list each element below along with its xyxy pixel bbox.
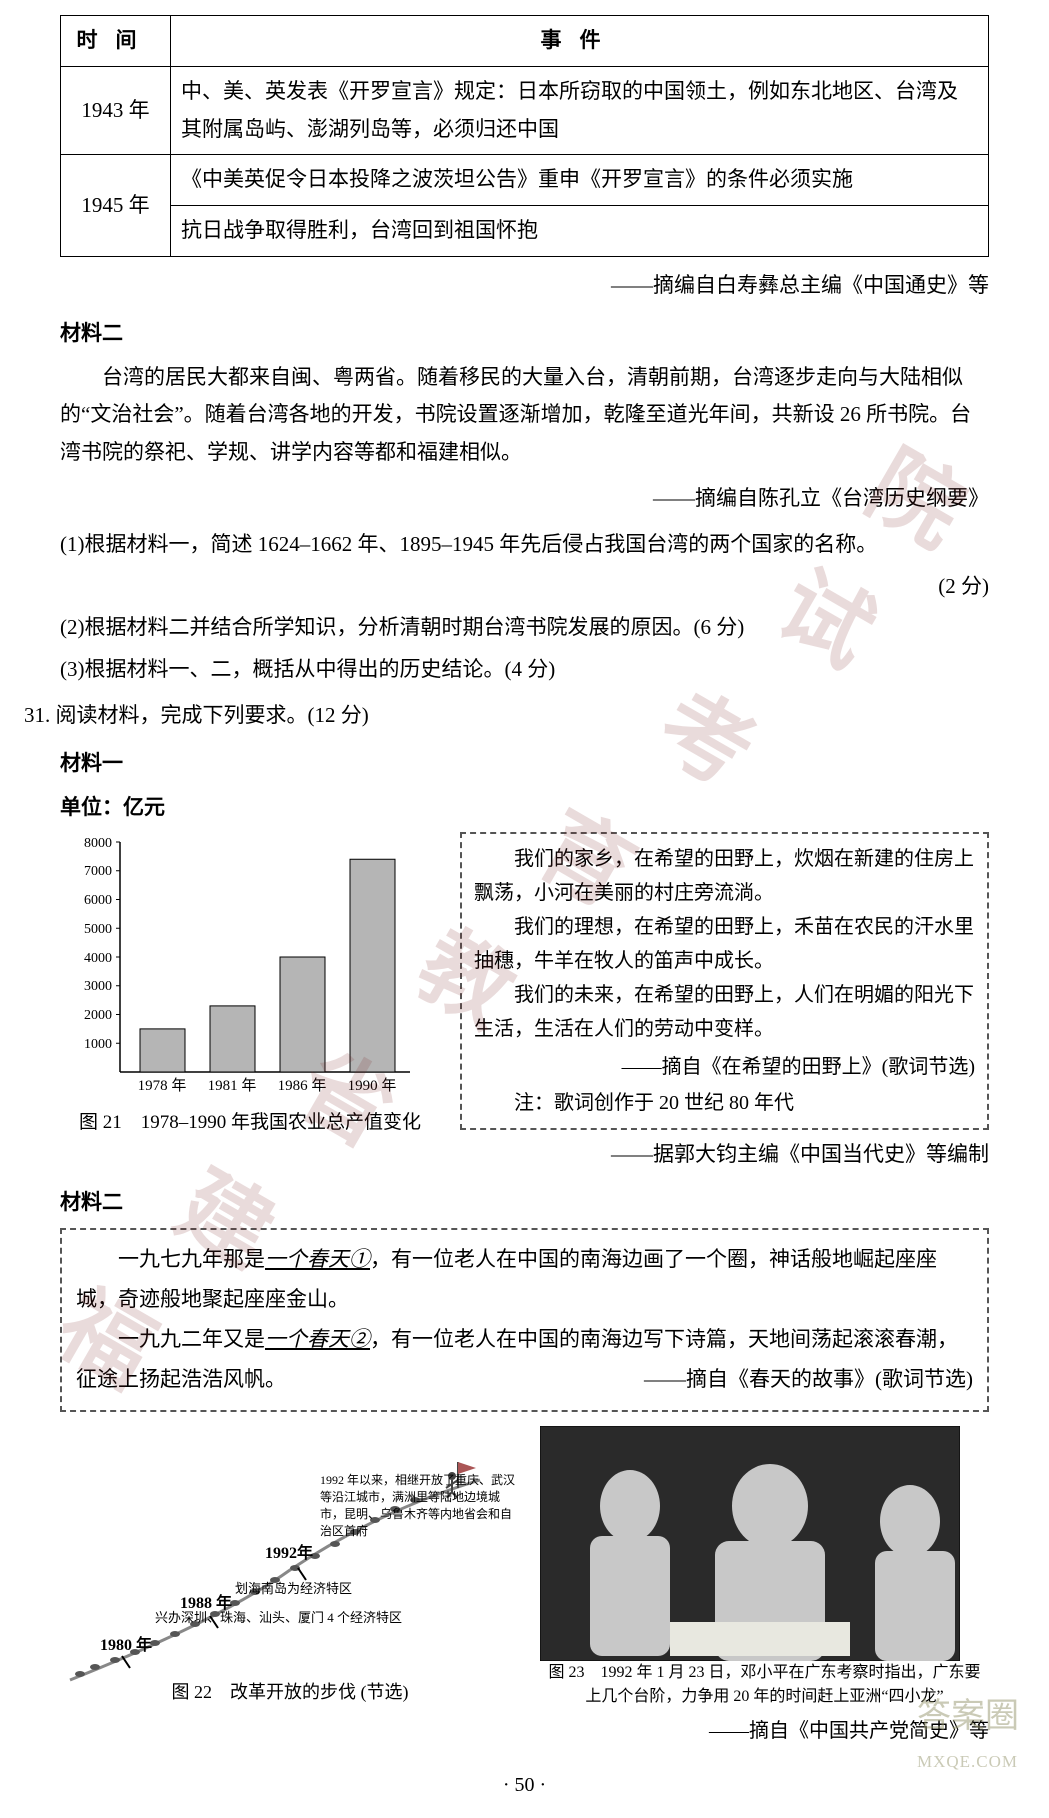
td-year-1945: 1945 年: [61, 155, 171, 257]
map-y1980: 1980 年: [100, 1635, 152, 1654]
story-box: 一九七九年那是一个春天①，有一位老人在中国的南海边画了一个圈，神话般地崛起座座城…: [60, 1228, 989, 1412]
ytick-3000: 3000: [84, 979, 112, 994]
material2-label: 材料二: [60, 315, 989, 353]
photo-caption-b: 上几个台阶，力争用 20 年的时间赶上亚洲“四小龙”: [540, 1685, 989, 1709]
material2b-label: 材料二: [60, 1184, 989, 1222]
ytick-2000: 2000: [84, 1008, 112, 1023]
chart-unit: 单位：亿元: [60, 789, 989, 827]
lyrics1-line3: 我们的未来，在希望的田野上，人们在明媚的阳光下生活，生活在人们的劳动中变样。: [474, 978, 975, 1046]
events-table: 时间 事件 1943 年 中、美、英发表《开罗宣言》规定：日本所窃取的中国领土，…: [60, 15, 989, 257]
material2-source: ——摘编自陈孔立《台湾历史纲要》: [60, 480, 989, 518]
story-p1b: 一个春天①: [265, 1247, 370, 1271]
bar-chart: 1000 2000 3000 4000 5000 6000 7000 8000 …: [60, 832, 430, 1102]
ytick-7000: 7000: [84, 864, 112, 879]
bar-1986: [280, 957, 325, 1072]
xlabel-0: 1978 年: [138, 1077, 187, 1094]
bottom-source: ——摘自《中国共产党简史》等: [60, 1713, 989, 1749]
story-p1a: 一九七九年那是: [118, 1247, 265, 1271]
ytick-5000: 5000: [84, 922, 112, 937]
ytick-6000: 6000: [84, 893, 112, 908]
story-p2b: 一个春天②: [265, 1327, 370, 1351]
question-1-score: (2 分): [60, 568, 989, 606]
xlabel-2: 1986 年: [278, 1077, 327, 1094]
map-caption: 图 22 改革开放的步伐 (节选): [60, 1676, 520, 1708]
xlabel-1: 1981 年: [208, 1077, 257, 1094]
question-2: (2)根据材料二并结合所学知识，分析清朝时期台湾书院发展的原因。(6 分): [60, 609, 989, 647]
photo-box: 图 23 1992 年 1 月 23 日，邓小平在广东考察时指出，广东要 上几个…: [540, 1426, 989, 1709]
lyrics-box-1: 我们的家乡，在希望的田野上，炊烟在新建的住房上飘荡，小河在美丽的村庄旁流淌。 我…: [460, 832, 989, 1130]
photo-table-icon: [670, 1622, 850, 1656]
story-p2a: 一九九二年又是: [118, 1327, 265, 1351]
td-event-1945b: 抗日战争取得胜利，台湾回到祖国怀抱: [171, 206, 989, 257]
lyrics1-after-source: ——据郭大钧主编《中国当代史》等编制: [460, 1136, 989, 1174]
photo-caption-a: 图 23 1992 年 1 月 23 日，邓小平在广东考察时指出，广东要: [540, 1661, 989, 1685]
material1-label: 材料一: [60, 745, 989, 783]
td-year-1943: 1943 年: [61, 66, 171, 155]
td-event-1943: 中、美、英发表《开罗宣言》规定：日本所窃取的中国领土，例如东北地区、台湾及其附属…: [171, 66, 989, 155]
lyrics1-source: ——摘自《在希望的田野上》(歌词节选): [474, 1050, 975, 1084]
map-box: 1980 年 1988 年 1992年 1992 年以来，相继开放了重庆、武汉等…: [60, 1460, 520, 1708]
ytick-4000: 4000: [84, 951, 112, 966]
bar-1978: [140, 1029, 185, 1072]
story-source: ——摘自《春天的故事》(歌词节选): [602, 1360, 973, 1400]
map-text-1988: 划海南岛为经济特区: [235, 1577, 495, 1600]
ytick-1000: 1000: [84, 1037, 112, 1052]
ytick-8000: 8000: [84, 836, 112, 851]
map-y1992: 1992年: [265, 1543, 313, 1562]
lyrics-column: 我们的家乡，在希望的田野上，炊烟在新建的住房上飘荡，小河在美丽的村庄旁流淌。 我…: [460, 832, 989, 1174]
bar-1981: [210, 1006, 255, 1072]
chart-caption: 图 21 1978–1990 年我国农业总产值变化: [60, 1106, 440, 1140]
chart-container: 1000 2000 3000 4000 5000 6000 7000 8000 …: [60, 832, 440, 1140]
question-1: (1)根据材料一，简述 1624–1662 年、1895–1945 年先后侵占我…: [60, 526, 989, 564]
xlabel-3: 1990 年: [348, 1077, 397, 1094]
map-text-1992: 1992 年以来，相继开放了重庆、武汉等沿江城市，满洲里等陆地边境城市，昆明、乌…: [320, 1472, 515, 1539]
photo-svg: [540, 1426, 960, 1661]
story-p2: 一九九二年又是一个春天②，有一位老人在中国的南海边写下诗篇，天地间荡起滚滚春潮，…: [76, 1320, 973, 1400]
map-text-1980: 兴办深圳、珠海、汕头、厦门 4 个经济特区: [155, 1606, 505, 1629]
table-source: ——摘编自白寿彝总主编《中国通史》等: [60, 267, 989, 305]
question-3: (3)根据材料一、二，概括从中得出的历史结论。(4 分): [60, 651, 989, 689]
th-event: 事件: [171, 16, 989, 67]
th-time: 时间: [61, 16, 171, 67]
bar-1990: [350, 860, 395, 1073]
material2-paragraph: 台湾的居民大都来自闽、粤两省。随着移民的大量入台，清朝前期，台湾逐步走向与大陆相…: [60, 359, 989, 472]
lyrics1-line2: 我们的理想，在希望的田野上，禾苗在农民的汗水里抽穗，牛羊在牧人的笛声中成长。: [474, 910, 975, 978]
lyrics1-note: 注：歌词创作于 20 世纪 80 年代: [474, 1086, 975, 1120]
lyrics1-line1: 我们的家乡，在希望的田野上，炊烟在新建的住房上飘荡，小河在美丽的村庄旁流淌。: [474, 842, 975, 910]
question-31: 31. 阅读材料，完成下列要求。(12 分): [24, 697, 989, 735]
td-event-1945a: 《中美英促令日本投降之波茨坦公告》重申《开罗宣言》的条件必须实施: [171, 155, 989, 206]
story-p1: 一九七九年那是一个春天①，有一位老人在中国的南海边画了一个圈，神话般地崛起座座城…: [76, 1240, 973, 1320]
bottom-figures: 1980 年 1988 年 1992年 1992 年以来，相继开放了重庆、武汉等…: [60, 1426, 989, 1709]
page-number: · 50 ·: [60, 1767, 989, 1803]
chart-lyrics-row: 1000 2000 3000 4000 5000 6000 7000 8000 …: [60, 832, 989, 1174]
